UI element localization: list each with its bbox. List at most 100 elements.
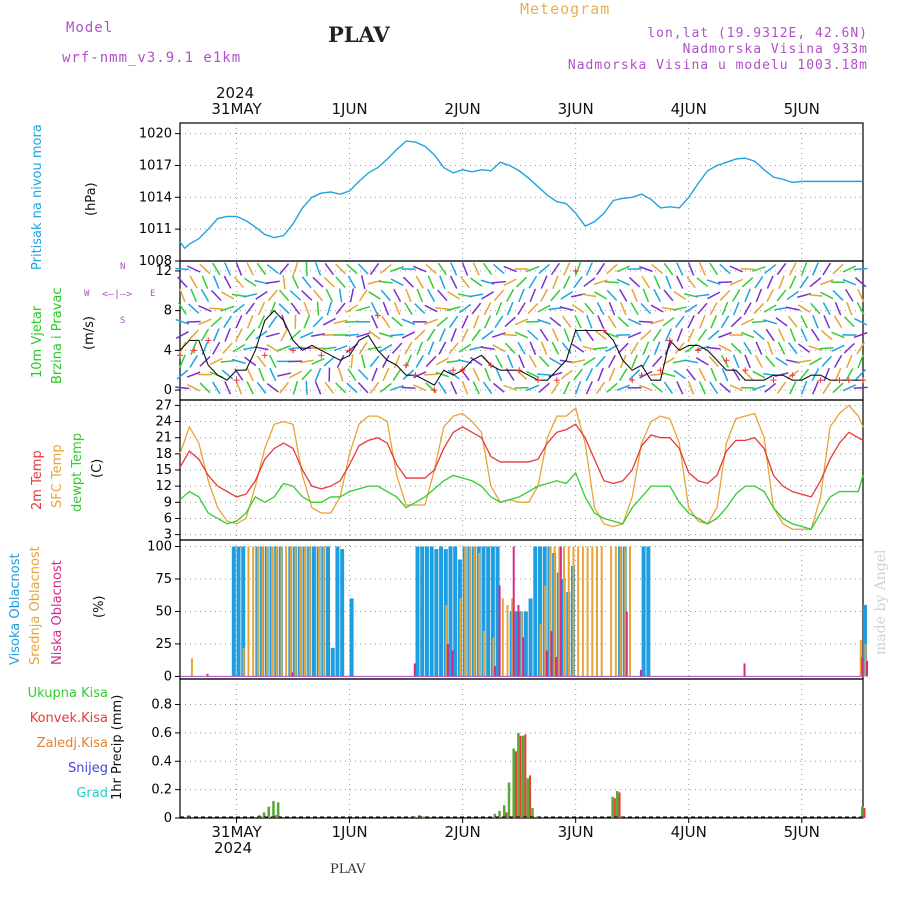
mid-cloud-bar <box>473 546 476 677</box>
wind-arrow <box>311 357 325 365</box>
wind-arrow <box>744 354 751 369</box>
wind-arrow <box>515 276 528 288</box>
wind-arrow <box>224 328 231 342</box>
mid-cloud-bar <box>610 546 613 677</box>
wind-arrow <box>472 367 480 382</box>
low-cloud-bar <box>550 630 553 677</box>
wind-arrow <box>198 305 212 313</box>
wind-arrow <box>278 289 290 302</box>
wind-arrow <box>390 278 404 287</box>
mid-cloud-bar <box>864 643 867 677</box>
wind-arrow <box>335 302 346 315</box>
wind-arrow <box>571 304 585 314</box>
low-cloud-bar <box>743 663 746 677</box>
wind-arrow <box>695 293 710 298</box>
wind-arrow <box>201 275 209 289</box>
wind-arrow <box>799 368 810 381</box>
wind-arrow <box>425 355 437 367</box>
wind-arrow <box>561 342 572 355</box>
compass-south: S <box>120 316 126 326</box>
wind-arrow <box>526 384 540 392</box>
high-cloud-bar <box>434 549 439 677</box>
mid-cloud-bar <box>303 546 306 677</box>
wind-arrow <box>514 318 529 326</box>
ytick-label-2-1: 6 <box>164 511 172 526</box>
convective-rain-bar <box>519 735 522 818</box>
wind-arrow <box>548 306 563 311</box>
high-cloud-bar <box>335 546 340 677</box>
mid-cloud-bar <box>577 546 580 677</box>
wind-arrow <box>538 263 550 275</box>
wind-arrow <box>305 380 308 395</box>
low-cloud-bar <box>555 656 558 677</box>
wind-arrow <box>349 288 355 303</box>
wind-arrow <box>819 346 834 350</box>
wind-arrow <box>583 277 596 288</box>
wind-arrow <box>266 343 280 353</box>
wind-arrow <box>765 328 775 342</box>
wind-arrow <box>323 356 336 367</box>
convective-rain-bar <box>505 812 508 818</box>
wind-arrow <box>538 382 550 393</box>
wind-arrow <box>337 367 344 382</box>
wind-arrow <box>390 265 404 273</box>
ytick-label-4-0: 0 <box>164 811 172 826</box>
wind-arrow <box>721 367 729 382</box>
wind-arrow <box>404 302 413 315</box>
mid-cloud-bar <box>299 546 302 677</box>
high-cloud-bar <box>641 546 646 677</box>
wind-arrow <box>257 315 266 329</box>
wind-arrow <box>596 262 606 276</box>
wind-arrow <box>797 304 811 313</box>
wind-arrow <box>709 302 718 316</box>
wind-arrow <box>763 304 777 313</box>
wind-arrow <box>528 354 537 368</box>
ytick-label-3-0: 0 <box>164 669 172 684</box>
low-cloud-bar <box>446 643 449 677</box>
high-cloud-bar <box>523 611 528 677</box>
wind-arrow <box>571 359 586 364</box>
wind-arrow <box>435 371 450 378</box>
wind-arrow <box>425 263 437 275</box>
wind-arrow <box>642 288 650 303</box>
low-cloud-bar <box>493 666 496 677</box>
wind-arrow <box>676 381 684 395</box>
wind-arrow <box>787 342 798 355</box>
wind-arrow <box>833 354 843 368</box>
mid-cloud-bar <box>318 546 321 677</box>
wind-arrow <box>800 328 808 342</box>
total-rain-bar <box>526 778 530 818</box>
wind-arrow <box>766 288 775 302</box>
ytick-label-2-7: 24 <box>155 415 172 430</box>
wind-arrow <box>686 276 696 289</box>
low-cloud-bar <box>206 673 209 677</box>
xtick-bottom-5: 5JUN <box>784 823 820 841</box>
wind-arrow <box>854 317 868 326</box>
wind-arrow <box>560 291 574 300</box>
wind-arrow <box>571 343 585 353</box>
wind-arrow <box>550 381 560 395</box>
wind-arrow <box>176 369 189 380</box>
wind-arrow <box>843 342 855 354</box>
wind-arrow <box>482 381 493 394</box>
wind-arrow <box>232 303 245 314</box>
wind-arrow <box>834 301 842 316</box>
wind-arrow <box>450 262 458 276</box>
wind-arrow <box>721 301 729 316</box>
wind-arrow <box>537 304 551 313</box>
wind-arrow <box>574 262 582 276</box>
ytick-label-1-3: 12 <box>155 264 172 279</box>
wind-arrow <box>720 315 730 329</box>
wind-arrow <box>515 369 528 380</box>
wind-arrow <box>594 330 607 340</box>
ytick-label-3-3: 75 <box>155 572 172 587</box>
compass-east: E <box>150 289 156 299</box>
model-label: Model <box>66 20 114 36</box>
ytick-label-2-5: 18 <box>155 447 172 462</box>
wind-arrow <box>755 341 763 355</box>
wind-arrow <box>470 356 483 366</box>
low-cloud-bar <box>861 656 864 677</box>
wind-arrow <box>563 328 570 342</box>
wind-arrow <box>246 367 254 382</box>
wind-arrow <box>526 370 540 379</box>
